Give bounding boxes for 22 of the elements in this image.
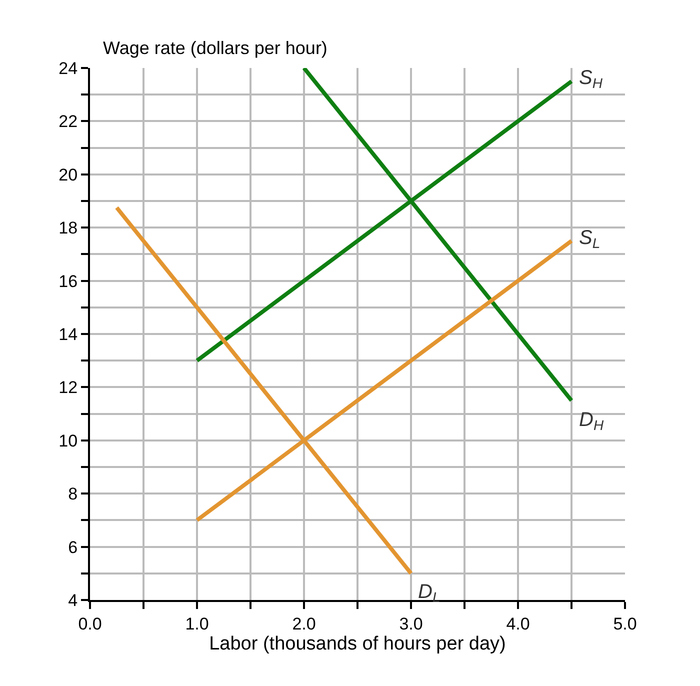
x-axis-title: Labor (thousands of hours per day) — [209, 634, 506, 655]
y-tick-label: 18 — [58, 218, 78, 238]
y-axis-title: Wage rate (dollars per hour) — [103, 38, 328, 58]
y-tick-label: 22 — [58, 112, 78, 132]
series-label: S$_{H}$ — [579, 67, 604, 92]
x-tick-label: 0.0 — [78, 614, 102, 634]
y-tick-label: 10 — [58, 431, 78, 450]
y-tick-label: 6 — [68, 538, 78, 557]
x-tick-label: 5.0 — [613, 614, 637, 634]
y-tick-label: 12 — [58, 378, 78, 398]
x-tick-label: 1.0 — [185, 614, 209, 634]
y-tick-label: 4 — [68, 590, 78, 610]
y-tick-label: 20 — [58, 165, 78, 184]
y-tick-label: 16 — [58, 272, 78, 291]
y-tick-label: 14 — [58, 324, 78, 344]
x-tick-label: 4.0 — [506, 614, 530, 634]
x-tick-label: 3.0 — [399, 614, 423, 634]
y-tick-label: 8 — [68, 484, 78, 504]
x-tick-label: 2.0 — [292, 614, 316, 634]
series-label: D$_{H}$ — [579, 409, 604, 434]
series-label: S$_{L}$ — [579, 227, 600, 252]
y-tick-label: 24 — [58, 58, 78, 78]
